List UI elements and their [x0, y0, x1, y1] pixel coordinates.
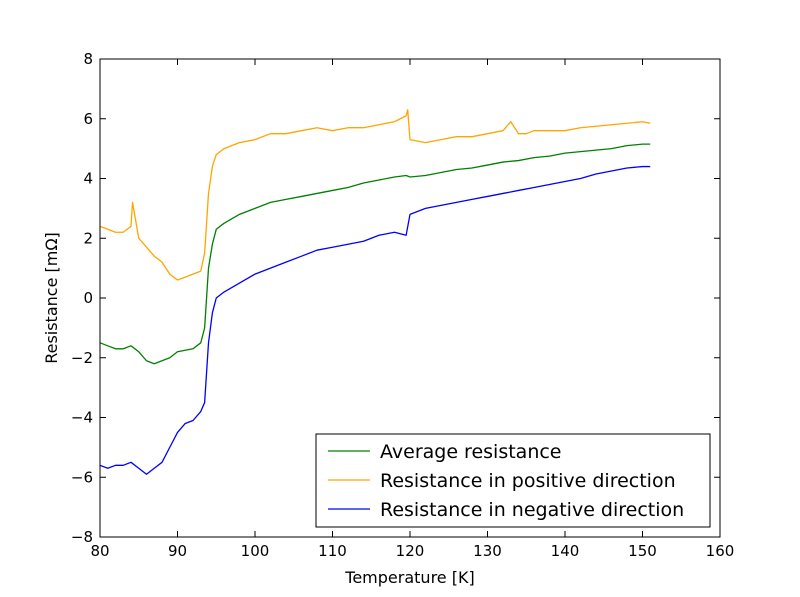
legend: Average resistance Resistance in positive… [315, 433, 711, 528]
y-tick-label: −2 [71, 349, 93, 367]
y-tick-label: 0 [83, 289, 93, 307]
x-axis-title: Temperature [K] [344, 568, 474, 587]
series-line-1 [99, 109, 651, 281]
y-tick-label: 2 [83, 229, 93, 247]
series-layer [99, 109, 651, 475]
y-tick-label: 4 [83, 170, 93, 188]
legend-label: Resistance in negative direction [380, 499, 684, 521]
y-axis-title: Resistance [mΩ] [42, 232, 61, 364]
x-tick-label: 150 [628, 542, 657, 560]
x-tick-label: 90 [168, 542, 187, 560]
y-tick-label: −6 [71, 468, 93, 486]
legend-label: Resistance in positive direction [380, 470, 676, 492]
x-tick-label: 140 [551, 542, 580, 560]
x-tick-label: 160 [706, 542, 735, 560]
legend-label: Average resistance [380, 441, 562, 463]
x-axis: 80 90 100 110 120 130 140 150 160 [90, 59, 734, 560]
x-tick-label: 130 [473, 542, 502, 560]
x-tick-label: 110 [318, 542, 347, 560]
y-tick-label: −8 [71, 528, 93, 546]
x-tick-label: 120 [396, 542, 425, 560]
y-tick-label: 8 [83, 50, 93, 68]
x-tick-label: 80 [90, 542, 109, 560]
y-tick-label: −4 [71, 409, 93, 427]
legend-box [315, 433, 711, 528]
y-axis: 8 6 4 2 0 −2 −4 −6 −8 [71, 50, 720, 546]
series-line-2 [99, 165, 651, 475]
x-tick-label: 100 [241, 542, 270, 560]
series-line-0 [99, 143, 651, 365]
y-tick-label: 6 [83, 110, 93, 128]
